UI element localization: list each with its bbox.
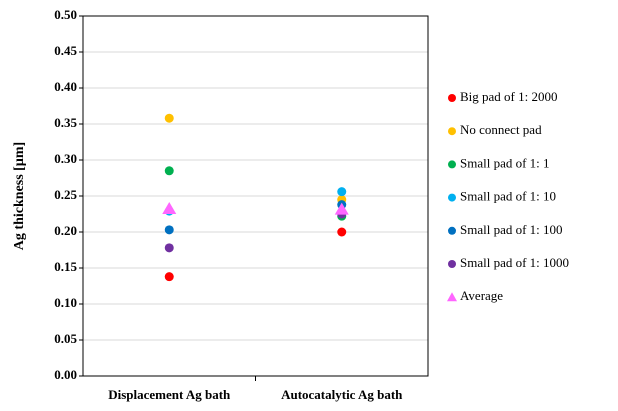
marker [164, 225, 174, 235]
marker [337, 187, 347, 197]
x-tick-label: Displacement Ag bath [108, 387, 231, 402]
y-axis-title: Ag thickness [µm] [12, 142, 27, 250]
marker [164, 272, 174, 282]
x-tick-label: Autocatalytic Ag bath [281, 387, 403, 402]
y-tick-label: 0.20 [54, 223, 77, 238]
y-tick-label: 0.30 [54, 151, 77, 166]
legend-marker [448, 193, 456, 202]
legend-label: No connect pad [460, 122, 542, 137]
y-tick-label: 0.40 [54, 79, 77, 94]
legend-marker [447, 292, 457, 302]
legend-marker [448, 94, 456, 102]
y-tick-label: 0.15 [54, 259, 77, 274]
marker [164, 243, 174, 253]
y-tick-label: 0.45 [54, 43, 77, 58]
y-tick-label: 0.25 [54, 187, 77, 202]
marker [337, 227, 347, 237]
marker [162, 201, 177, 214]
legend-marker [448, 127, 456, 136]
legend-label: Small pad of 1: 1000 [460, 255, 569, 270]
marker [164, 113, 174, 123]
legend-label: Small pad of 1: 1 [460, 155, 550, 170]
legend-marker [448, 260, 456, 268]
legend-label: Small pad of 1: 10 [460, 189, 556, 204]
legend-label: Average [460, 288, 503, 303]
legend-label: Small pad of 1: 100 [460, 222, 563, 237]
y-tick-label: 0.05 [54, 331, 77, 346]
y-tick-label: 0.00 [54, 367, 77, 382]
marker [334, 202, 349, 215]
y-tick-label: 0.35 [54, 115, 77, 130]
legend-marker [448, 226, 456, 235]
y-tick-label: 0.10 [54, 295, 77, 310]
legend-label: Big pad of 1: 2000 [460, 89, 558, 104]
legend-marker [448, 160, 456, 169]
y-tick-label: 0.50 [54, 7, 77, 22]
marker [164, 166, 174, 176]
